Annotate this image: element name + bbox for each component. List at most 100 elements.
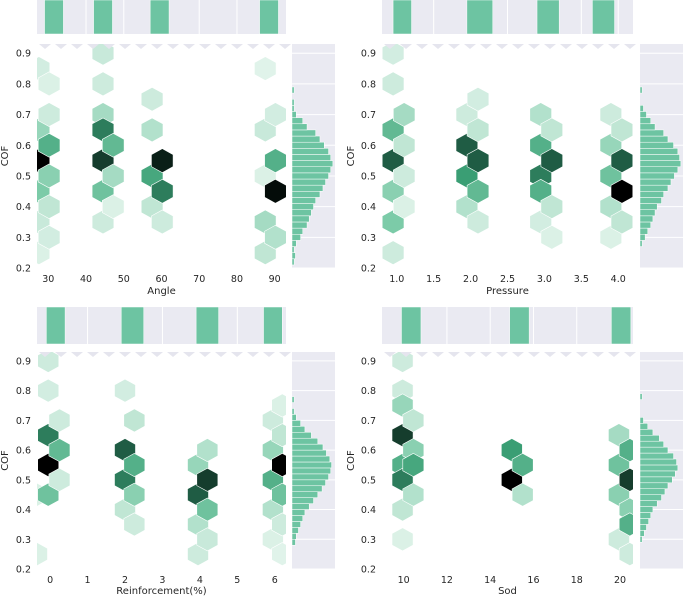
y-tick-label: 0.7 <box>361 416 376 427</box>
right-marginal-bar <box>639 518 649 525</box>
right-marginal-bar <box>639 429 654 436</box>
right-marginal-bar <box>639 135 669 143</box>
x-tick-label: 6 <box>272 575 278 586</box>
hexbin-cell <box>610 209 633 235</box>
right-marginal-bar <box>291 258 295 266</box>
right-marginal-bar <box>639 178 672 186</box>
x-tick-label: 1.5 <box>426 274 441 285</box>
right-marginal-bar <box>639 129 664 137</box>
hexbin-layer <box>37 44 286 265</box>
hexbin-layer <box>391 352 633 567</box>
x-tick-label: 30 <box>42 274 54 285</box>
right-marginal-bar <box>291 473 329 481</box>
top-marginal-bar <box>611 306 632 345</box>
right-marginal-bar <box>639 476 673 484</box>
hexbin-cell <box>466 86 490 112</box>
hexbin-cell <box>511 453 534 477</box>
plot-area <box>37 352 286 569</box>
hexbin-cell <box>48 438 71 463</box>
top-marginal-bar <box>149 0 170 35</box>
frame-edge-marks <box>384 352 636 357</box>
right-marginal-bar <box>639 221 651 229</box>
hexbin-cell <box>114 378 136 403</box>
hexbin-cell <box>382 71 405 97</box>
right-marginal-bar <box>639 172 675 180</box>
right-marginal-bar <box>639 500 658 507</box>
hexbin-cell <box>610 117 633 143</box>
hexbin-cell <box>618 512 633 537</box>
right-marginal-bar <box>291 184 324 192</box>
y-tick-label: 0.9 <box>361 356 376 367</box>
y-tick-label: 0.9 <box>361 49 376 60</box>
y-tick-label: 0.6 <box>361 141 376 152</box>
jointplot-3: 10 12 14 16 18 20 0.2 0.3 0.4 0.5 0.6 0.7 0.8 0.9 Sod C… <box>346 306 683 597</box>
right-marginal-bar <box>291 123 308 131</box>
hexbin-cell <box>271 542 286 567</box>
right-marginal-bar <box>291 233 301 241</box>
hexbin-cell <box>540 224 564 250</box>
x-tick-label: 14 <box>484 575 496 586</box>
y-tick-label: 0.3 <box>16 233 31 244</box>
right-marginal-bar <box>639 111 647 118</box>
top-marginal-bar <box>120 306 144 345</box>
right-marginal-bar <box>639 117 651 125</box>
hexbin-cell <box>540 148 564 173</box>
top-marginal-bar <box>93 0 113 35</box>
y-tick-label: 0.6 <box>16 446 31 457</box>
top-marginal-bar <box>44 0 64 35</box>
right-marginal-bar <box>639 141 674 149</box>
hexbin-cell <box>466 148 490 173</box>
hexbin-cell <box>37 378 60 403</box>
right-marginal-bar <box>639 458 677 466</box>
hexbin-cell <box>466 178 490 204</box>
x-axis-label: Reinforcement(%) <box>116 586 207 597</box>
top-marginal-bar <box>466 0 493 35</box>
top-marginal-bar <box>263 306 283 345</box>
right-marginal-bar <box>291 443 324 451</box>
right-marginal-bar <box>639 417 644 424</box>
x-tick-label: 3 <box>159 575 165 586</box>
hexbin-cell <box>37 542 48 567</box>
hexbin-cell <box>151 148 174 173</box>
right-marginal-bar <box>291 396 295 403</box>
top-marginal-bar <box>509 306 530 345</box>
right-marginal-bar <box>639 191 664 198</box>
right-marginal-bar <box>291 117 303 125</box>
x-tick-label: 1.0 <box>389 274 404 285</box>
y-tick-label: 0.8 <box>16 386 31 397</box>
frame-edge-marks <box>384 44 636 49</box>
hexbin-cell <box>140 86 164 112</box>
right-marginal-bar <box>291 191 321 198</box>
x-tick-label: 18 <box>571 575 583 586</box>
right-marginal-bar <box>639 209 656 217</box>
hexbin-cell <box>511 482 534 507</box>
x-tick-label: 3.0 <box>537 274 552 285</box>
y-tick-label: 0.9 <box>16 49 31 60</box>
right-marginal-bar <box>291 221 308 229</box>
hexbin-cell <box>151 178 174 204</box>
hexbin-cell <box>37 224 61 250</box>
right-marginal-bar <box>639 184 669 192</box>
y-axis-label: COF <box>346 450 357 471</box>
x-tick-label: 2 <box>122 575 128 586</box>
hexbin-cell <box>254 56 277 81</box>
hexbin-cell <box>271 453 286 477</box>
right-marginal-bar <box>291 129 316 137</box>
right-marginal-bar <box>291 227 303 235</box>
y-axis-label: COF <box>0 450 11 471</box>
right-marginal-bar <box>291 485 323 492</box>
x-tick-label: 3.5 <box>574 274 589 285</box>
y-tick-label: 0.6 <box>16 141 31 152</box>
top-marginal-bar <box>46 306 66 345</box>
x-tick-label: 1 <box>85 575 91 586</box>
right-marginal-bar <box>291 135 321 143</box>
y-tick-label: 0.4 <box>361 505 376 516</box>
y-tick-label: 0.4 <box>16 505 31 516</box>
hexbin-cell <box>196 497 219 522</box>
y-axis-label: COF <box>346 145 357 166</box>
top-marginal-bar <box>195 306 219 345</box>
x-tick-label: 20 <box>614 575 626 586</box>
hexbin-cell <box>402 482 425 507</box>
hexbin-cell <box>466 117 490 143</box>
